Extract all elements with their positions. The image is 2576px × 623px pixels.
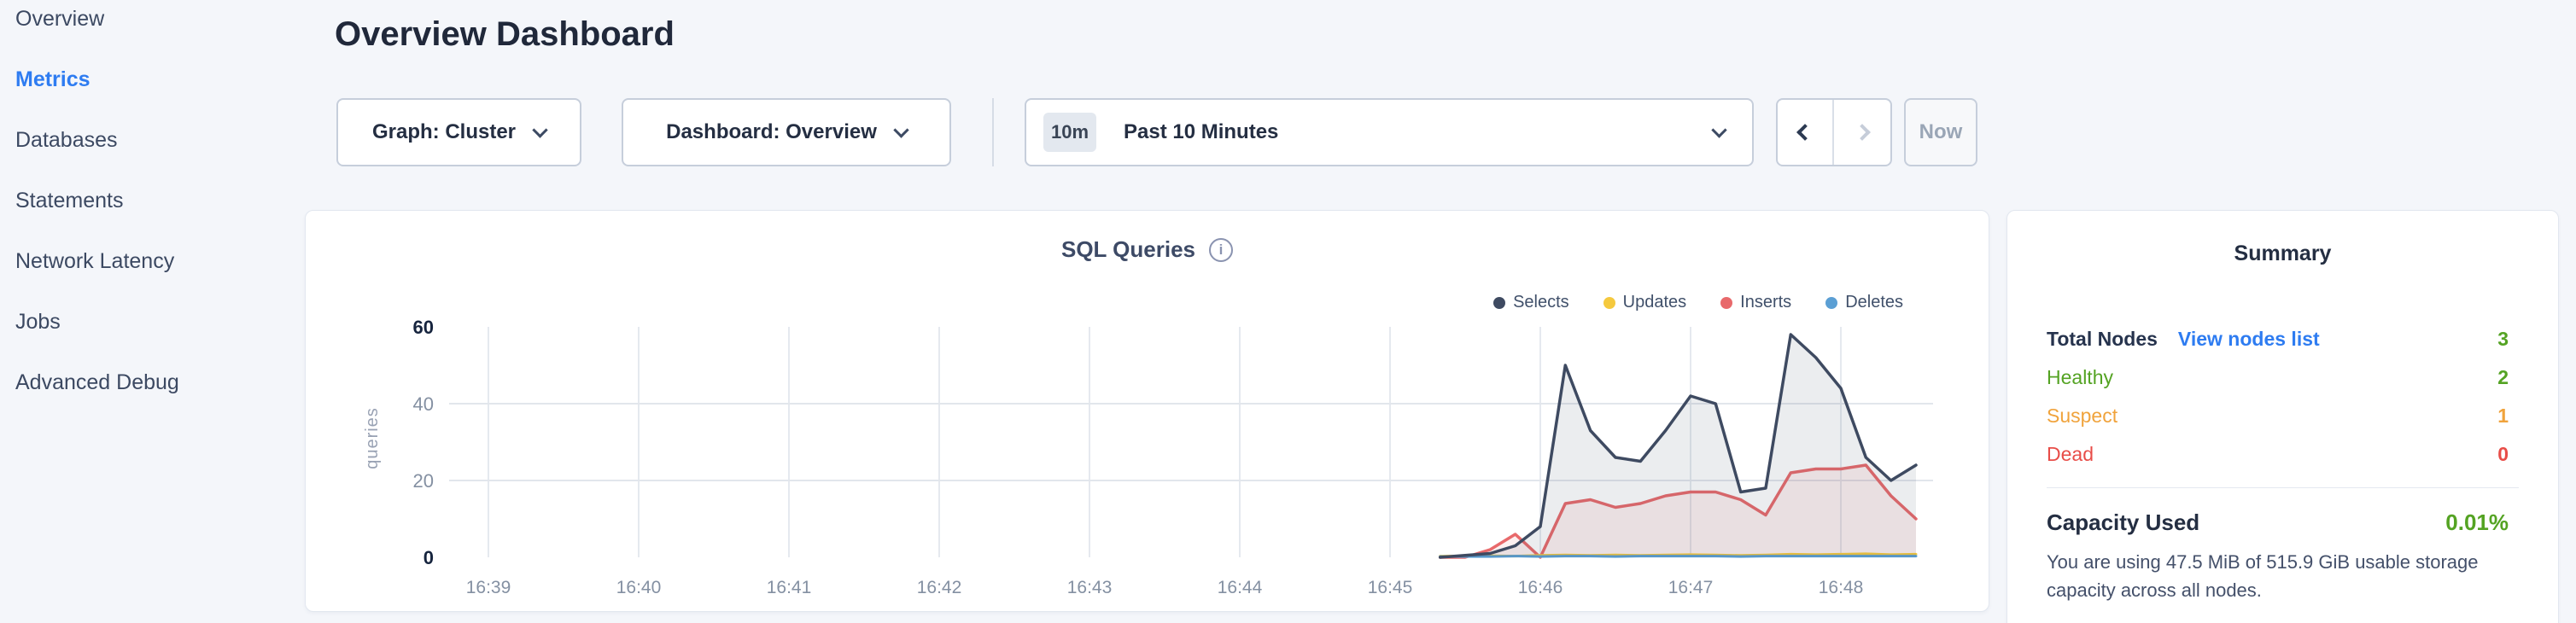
sidebar: Overview Metrics Databases Statements Networ… <box>0 0 304 623</box>
chart-title-row: SQL Queries i <box>306 236 1989 263</box>
legend-dot <box>1493 296 1506 309</box>
sidebar-nav: Overview Metrics Databases Statements Networ… <box>15 7 179 431</box>
graph-dropdown[interactable]: Graph: Cluster <box>336 98 581 166</box>
info-icon[interactable]: i <box>1209 237 1234 262</box>
y-axis-label: queries <box>362 407 382 469</box>
legend-item-deletes: Deletes <box>1825 293 1903 312</box>
legend-item-selects: Selects <box>1493 293 1569 312</box>
svg-text:16:44: 16:44 <box>1218 578 1263 597</box>
sidebar-item-jobs[interactable]: Jobs <box>15 310 61 334</box>
sql-queries-plot[interactable]: 16:39 16:40 16:41 16:42 16:43 16:44 16:45 16:46… <box>306 211 1990 613</box>
row-value: 3 <box>2497 328 2509 350</box>
legend-label: Selects <box>1513 293 1569 312</box>
capacity-label: Capacity Used <box>2047 509 2200 535</box>
legend-label: Deletes <box>1845 293 1903 312</box>
legend-dot <box>1720 296 1733 309</box>
dashboard-dropdown[interactable]: Dashboard: Overview <box>622 98 951 166</box>
chevron-left-icon <box>1796 124 1814 141</box>
prev-range-button[interactable] <box>1778 100 1834 165</box>
row-value: 0 <box>2497 443 2509 465</box>
svg-text:16:47: 16:47 <box>1668 578 1714 597</box>
svg-text:20: 20 <box>413 470 434 492</box>
legend-dot <box>1603 296 1615 309</box>
svg-text:60: 60 <box>413 317 434 338</box>
row-value: 2 <box>2497 366 2509 388</box>
legend-item-inserts: Inserts <box>1720 293 1791 312</box>
summary-row: Total Nodes View nodes list 3 <box>2047 320 2509 358</box>
controls-divider <box>992 98 994 166</box>
svg-text:16:48: 16:48 <box>1819 578 1864 597</box>
row-label: Suspect <box>2047 405 2118 427</box>
sidebar-item-statements[interactable]: Statements <box>15 189 124 213</box>
sidebar-item-overview[interactable]: Overview <box>15 7 105 31</box>
now-button[interactable]: Now <box>1904 98 1977 166</box>
summary-row: Dead 0 <box>2047 435 2509 474</box>
svg-text:16:46: 16:46 <box>1518 578 1563 597</box>
svg-text:16:42: 16:42 <box>917 578 962 597</box>
summary-title: Summary <box>2234 242 2332 265</box>
svg-text:16:43: 16:43 <box>1067 578 1113 597</box>
chart-title: SQL Queries <box>1060 236 1196 262</box>
summary-row: Healthy 2 <box>2047 358 2509 397</box>
row-label: Total Nodes <box>2047 328 2158 350</box>
chevron-down-icon <box>1711 121 1727 138</box>
page-title: Overview Dashboard <box>335 15 675 53</box>
sql-queries-chart-card: 16:39 16:40 16:41 16:42 16:43 16:44 16:45 16:46… <box>305 210 1989 612</box>
time-range-select[interactable]: 10m Past 10 Minutes <box>1025 98 1754 166</box>
chevron-down-icon <box>532 121 548 138</box>
legend-label: Updates <box>1622 293 1687 312</box>
summary-rows: Total Nodes View nodes list 3 Healthy 2 Suspe… <box>2047 320 2509 474</box>
sidebar-item-advanced-debug[interactable]: Advanced Debug <box>15 370 179 394</box>
svg-text:0: 0 <box>423 547 434 568</box>
view-nodes-list-link[interactable]: View nodes list <box>2177 328 2320 350</box>
summary-divider <box>2047 487 2519 488</box>
sidebar-item-network-latency[interactable]: Network Latency <box>15 249 175 273</box>
dashboard-dropdown-label: Dashboard: Overview <box>666 120 877 143</box>
range-step-buttons <box>1776 98 1892 166</box>
svg-text:40: 40 <box>413 393 434 415</box>
chevron-down-icon <box>893 121 909 138</box>
row-value: 1 <box>2497 405 2509 427</box>
summary-row: Suspect 1 <box>2047 397 2509 435</box>
chart-legend: Selects Updates Inserts Deletes <box>1493 293 1903 312</box>
legend-dot <box>1825 296 1838 309</box>
svg-text:16:41: 16:41 <box>767 578 812 597</box>
sidebar-item-databases[interactable]: Databases <box>15 128 118 152</box>
row-label: Healthy <box>2047 366 2113 388</box>
legend-item-updates: Updates <box>1603 293 1687 312</box>
graph-dropdown-label: Graph: Cluster <box>371 120 517 143</box>
sidebar-item-metrics[interactable]: Metrics <box>15 67 91 91</box>
row-label: Dead <box>2047 443 2094 465</box>
svg-text:16:40: 16:40 <box>616 578 662 597</box>
chevron-right-icon <box>1854 124 1871 141</box>
capacity-value: 0.01% <box>2445 509 2509 535</box>
capacity-description: You are using 47.5 MiB of 515.9 GiB usab… <box>2047 551 2479 601</box>
capacity-section: Capacity Used 0.01% You are using 47.5 M… <box>2047 509 2509 604</box>
next-range-button[interactable] <box>1834 100 1890 165</box>
legend-label: Inserts <box>1740 293 1792 312</box>
time-range-badge: 10m <box>1043 113 1096 152</box>
summary-card: Summary Total Nodes View nodes list 3 Healt… <box>2006 210 2559 623</box>
svg-text:16:39: 16:39 <box>466 578 511 597</box>
time-range-label: Past 10 Minutes <box>1124 120 1279 143</box>
svg-text:16:45: 16:45 <box>1368 578 1413 597</box>
